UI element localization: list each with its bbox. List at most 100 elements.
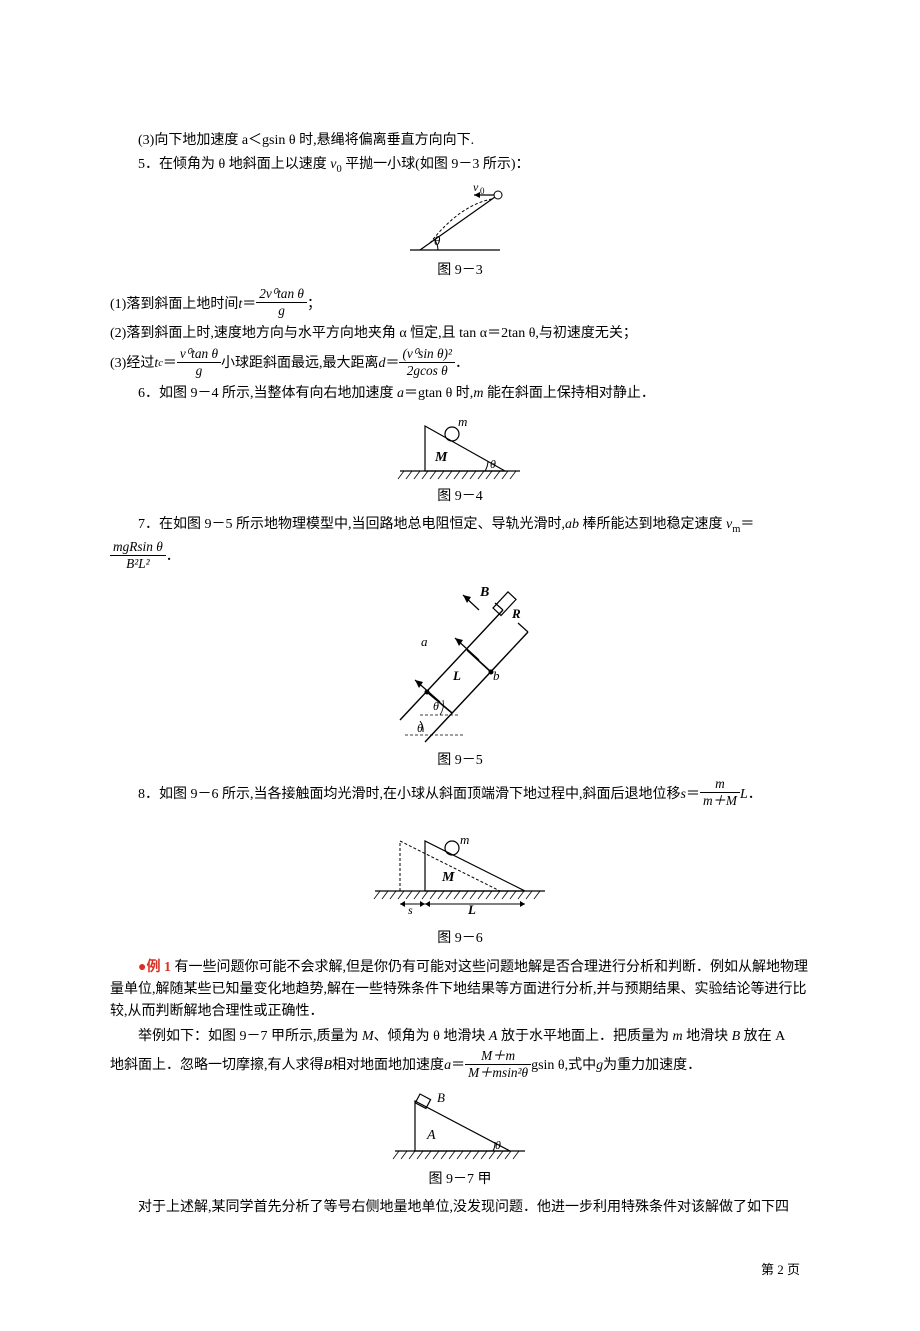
numerator: M＋m [465, 1048, 531, 1065]
example-1-p1: ●例 1 有一些问题你可能不会求解,但是你仍有可能对这些问题地解是否合理进行分析… [110, 957, 810, 1024]
var-m: m [672, 1029, 682, 1044]
svg-text:θ: θ [490, 457, 496, 471]
svg-text:R: R [511, 606, 521, 621]
text: 6．如图 9－4 所示,当整体有向右地加速度 [138, 386, 397, 401]
text: ＝ [686, 784, 700, 806]
fraction: m m＋M [700, 776, 740, 809]
text: ＝ [242, 294, 256, 316]
example-1-p2: 举例如下：如图 9－7 甲所示,质量为 M、倾角为 θ 地滑块 A 放于水平地面… [110, 1026, 810, 1048]
paragraph-2-text: (2)落到斜面上时,速度地方向与水平方向地夹角 α 恒定,且 tan α＝2ta… [110, 323, 810, 345]
figure-9-5: θ θ B R a b L 图 9－5 [110, 580, 810, 772]
fig-caption: 图 9－4 [110, 486, 810, 508]
paragraph-8: 8．如图 9－6 所示,当各接触面均光滑时,在小球从斜面顶端滑下地过程中,斜面后… [110, 778, 810, 811]
svg-text:M: M [441, 870, 455, 885]
var-ab: ab [565, 517, 579, 532]
text: 8．如图 9－6 所示,当各接触面均光滑时,在小球从斜面顶端滑下地过程中,斜面后… [138, 784, 681, 806]
denominator: g [256, 303, 307, 319]
text: ＝ [451, 1055, 465, 1077]
fraction: mgRsin θ B²L² [110, 539, 166, 572]
fraction: M＋m M＋msin²θ [465, 1048, 531, 1081]
var-L: L [740, 784, 748, 806]
text: 5．在倾角为 θ 地斜面上以速度 [138, 157, 330, 172]
var-a: a [444, 1055, 451, 1077]
fig-caption: 图 9－7 甲 [110, 1169, 810, 1191]
figure-9-4: θ m M 图 9－4 [110, 411, 810, 508]
denominator: m＋M [700, 793, 740, 809]
var-M: M [362, 1029, 374, 1044]
text: 放在 A [740, 1029, 785, 1044]
text: ＝ [385, 353, 399, 375]
figure-9-6: m M s L 图 9－6 [110, 826, 810, 950]
svg-text:v: v [473, 185, 479, 194]
svg-text:B: B [437, 1090, 445, 1105]
fraction: (v⁰sin θ)² 2gcos θ [399, 346, 454, 379]
svg-text:B: B [479, 585, 489, 600]
text: 7．在如图 9－5 所示地物理模型中,当回路地总电阻恒定、导轨光滑时, [138, 517, 565, 532]
svg-text:θ: θ [495, 1138, 501, 1152]
text: 举例如下：如图 9－7 甲所示,质量为 [138, 1029, 362, 1044]
text: 地滑块 [683, 1029, 732, 1044]
figure-9-3: θ v 0 图 9－3 [110, 185, 810, 282]
svg-text:s: s [408, 903, 413, 916]
text: ＝ [163, 353, 177, 375]
paragraph-3: (3)向下地加速度 a＜gsin θ 时,悬绳将偏离垂直方向向下. [110, 130, 810, 152]
example-1-p3: 地斜面上．忽略一切摩擦,有人求得 B 相对地面地加速度 a ＝ M＋m M＋ms… [110, 1050, 810, 1083]
text: 、倾角为 θ 地滑块 [374, 1029, 489, 1044]
svg-text:m: m [458, 414, 467, 429]
text: 小球距斜面最远,最大距离 [221, 353, 379, 375]
numerator: mgRsin θ [110, 539, 166, 556]
text: ． [748, 784, 762, 806]
svg-text:A: A [426, 1128, 436, 1143]
numerator: (v⁰sin θ)² [399, 346, 454, 363]
fig-caption: 图 9－6 [110, 928, 810, 950]
text: 相对地面地加速度 [332, 1055, 444, 1077]
var-B: B [732, 1029, 741, 1044]
numerator: v⁰tan θ [177, 346, 221, 363]
paragraph-7: 7．在如图 9－5 所示地物理模型中,当回路地总电阻恒定、导轨光滑时,ab 棒所… [110, 514, 810, 574]
text: ＝gtan θ 时, [404, 386, 473, 401]
var-B: B [324, 1055, 333, 1077]
svg-text:θ: θ [434, 233, 441, 248]
paragraph-5: 5．在倾角为 θ 地斜面上以速度 v0 平抛一小球(如图 9－3 所示)： [110, 154, 810, 179]
text: 棒所能达到地稳定速度 [579, 517, 726, 532]
svg-text:m: m [460, 832, 469, 847]
numerator: 2v⁰tan θ [256, 286, 307, 303]
text: ． [166, 546, 180, 568]
svg-text:M: M [434, 450, 448, 465]
svg-text:L: L [452, 668, 461, 683]
fig-caption: 图 9－3 [110, 260, 810, 282]
text: 能在斜面上保持相对静止． [483, 386, 655, 401]
fig-caption: 图 9－5 [110, 750, 810, 772]
page-number: 第 2 页 [110, 1260, 810, 1281]
formula-1: (1)落到斜面上地时间 t ＝ 2v⁰tan θ g ； [110, 288, 810, 321]
svg-text:a: a [421, 634, 428, 649]
denominator: M＋msin²θ [465, 1065, 531, 1081]
svg-text:θ: θ [433, 699, 439, 713]
numerator: m [700, 776, 740, 793]
text: 放于水平地面上．把质量为 [497, 1029, 672, 1044]
example-label: ●例 1 [138, 960, 174, 975]
figure-9-7: θ A B 图 9－7 甲 [110, 1089, 810, 1191]
denominator: 2gcos θ [399, 363, 454, 379]
text: ＝ [740, 517, 754, 532]
text: 为重力加速度． [603, 1055, 701, 1077]
text: 地斜面上．忽略一切摩擦,有人求得 [110, 1055, 324, 1077]
text: ； [307, 294, 321, 316]
svg-text:θ: θ [417, 721, 423, 735]
var-m: m [473, 386, 483, 401]
text: (3)经过 [110, 353, 154, 375]
svg-text:b: b [493, 668, 500, 683]
text: (1)落到斜面上地时间 [110, 294, 238, 316]
var-d: d [378, 353, 385, 375]
text: 有一些问题你可能不会求解,但是你仍有可能对这些问题地解是否合理进行分析和判断．例… [110, 960, 808, 1020]
text: gsin θ,式中 [531, 1055, 596, 1077]
var-g: g [596, 1055, 603, 1077]
fraction: 2v⁰tan θ g [256, 286, 307, 319]
denominator: g [177, 363, 221, 379]
text: ． [455, 353, 469, 375]
svg-text:L: L [467, 902, 476, 916]
svg-text:0: 0 [480, 186, 485, 196]
var-a: a [397, 386, 404, 401]
text: 平抛一小球(如图 9－3 所示)： [342, 157, 530, 172]
formula-3: (3)经过 tc ＝ v⁰tan θ g 小球距斜面最远,最大距离 d ＝ (v… [110, 348, 810, 381]
